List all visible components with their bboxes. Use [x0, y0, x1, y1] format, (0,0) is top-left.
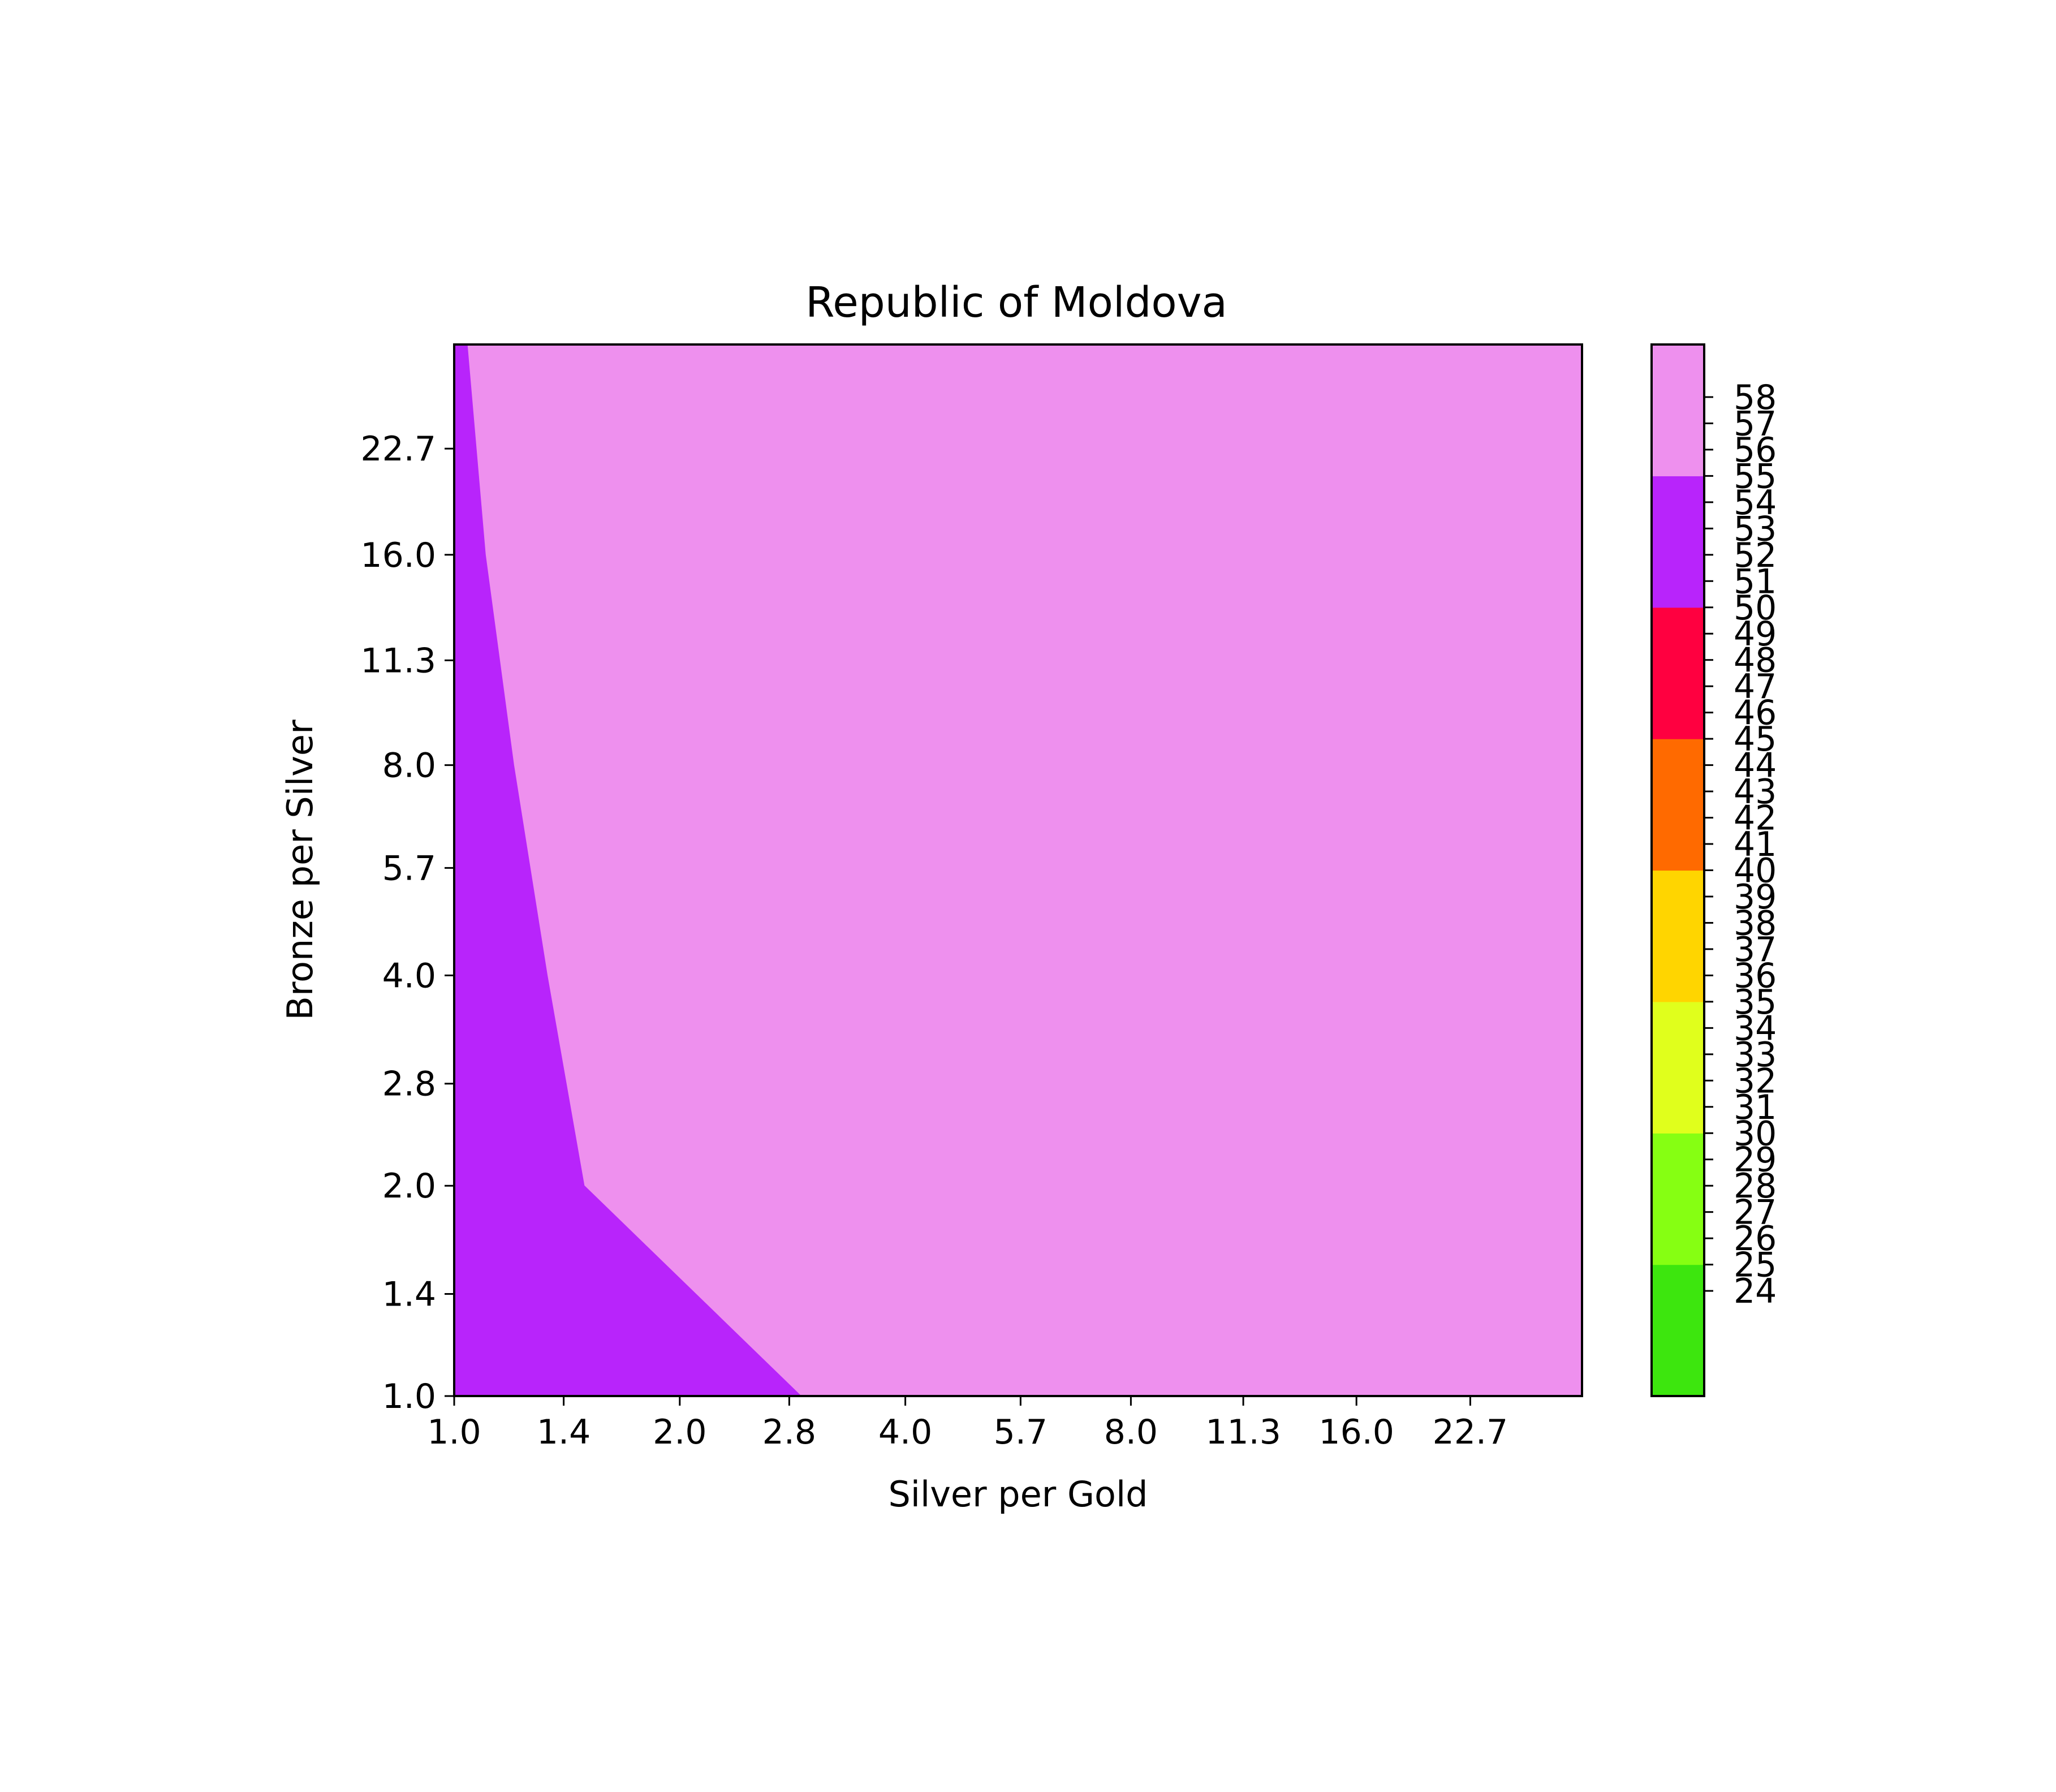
colorbar-band-30-35 — [1652, 1001, 1704, 1134]
colorbar-tick-label: 26 — [1734, 1219, 1777, 1259]
colorbar-band-35-40 — [1652, 870, 1704, 1002]
colorbar-tick-label: 34 — [1734, 1009, 1777, 1048]
contour-region-55-60 — [454, 344, 1582, 1396]
colorbar-tick-label: 55 — [1734, 456, 1777, 496]
x-tick-label: 8.0 — [1104, 1412, 1158, 1452]
plot-regions — [454, 344, 1582, 1397]
colorbar-tick-label: 28 — [1734, 1166, 1777, 1206]
x-tick-label: 2.8 — [762, 1412, 816, 1452]
x-axis: 1.0 1.4 2.0 2.8 4.0 5.7 8.0 11.3 16.0 22.7 — [427, 1396, 1508, 1452]
y-tick-label: 11.3 — [360, 641, 436, 680]
colorbar-band-55-60 — [1652, 344, 1704, 476]
y-tick-label: 1.0 — [382, 1377, 436, 1416]
colorbar: 2425262728293031323334353637383940414243… — [1650, 343, 1777, 1397]
y-tick-label: 8.0 — [382, 746, 436, 786]
y-tick-label: 2.0 — [382, 1166, 436, 1206]
colorbar-tick-label: 24 — [1734, 1272, 1777, 1311]
colorbar-tick-label: 36 — [1734, 956, 1777, 996]
x-tick-label: 2.0 — [653, 1412, 706, 1452]
x-tick-label: 22.7 — [1433, 1412, 1508, 1452]
x-tick-label: 1.4 — [537, 1412, 590, 1452]
colorbar-tick-label: 29 — [1734, 1140, 1777, 1180]
colorbar-band-45-50 — [1652, 607, 1704, 739]
y-tick-label: 4.0 — [382, 956, 436, 996]
x-tick-label: 1.0 — [427, 1412, 481, 1452]
x-tick-label: 11.3 — [1205, 1412, 1281, 1452]
colorbar-band-40-45 — [1652, 739, 1704, 871]
colorbar-tick-label: 43 — [1734, 772, 1777, 812]
colorbar-tick-label: 52 — [1734, 536, 1777, 575]
colorbar-tick-label: 53 — [1734, 509, 1777, 549]
colorbar-tick-label: 56 — [1734, 430, 1777, 470]
colorbar-tick-label: 25 — [1734, 1246, 1777, 1285]
colorbar-tick-label: 27 — [1734, 1193, 1777, 1233]
y-tick-label: 2.8 — [382, 1065, 436, 1104]
colorbar-tick-label: 47 — [1734, 667, 1777, 707]
colorbar-tick-label: 49 — [1734, 614, 1777, 654]
y-tick-label: 16.0 — [360, 536, 436, 575]
colorbar-tick-label: 33 — [1734, 1035, 1777, 1075]
colorbar-tick-label: 42 — [1734, 799, 1777, 838]
x-tick-label: 16.0 — [1318, 1412, 1394, 1452]
colorbar-tick-label: 54 — [1734, 483, 1777, 523]
colorbar-tick-label: 48 — [1734, 641, 1777, 680]
plot-frame — [453, 343, 1583, 1397]
colorbar-tick-label: 45 — [1734, 720, 1777, 759]
colorbar-band-25-30 — [1652, 1133, 1704, 1265]
colorbar-tick-label: 46 — [1734, 693, 1777, 733]
chart-title: Republic of Moldova — [805, 278, 1227, 327]
colorbar-tick-label: 58 — [1734, 378, 1777, 417]
y-axis-label: Bronze per Silver — [279, 720, 321, 1020]
colorbar-tick-label: 50 — [1734, 588, 1777, 628]
y-axis: 1.0 1.4 2.0 2.8 4.0 5.7 8.0 11.3 16.0 22.7 — [360, 429, 454, 1416]
y-tick-label: 22.7 — [360, 429, 436, 469]
colorbar-band-20-25 — [1652, 1264, 1704, 1397]
colorbar-tick-label: 51 — [1734, 562, 1777, 601]
colorbar-tick-label: 32 — [1734, 1061, 1777, 1101]
colorbar-tick-label: 38 — [1734, 903, 1777, 943]
colorbar-tick-label: 41 — [1734, 825, 1777, 864]
colorbar-tick-label: 44 — [1734, 746, 1777, 786]
y-tick-label: 5.7 — [382, 848, 436, 888]
colorbar-tick-label: 37 — [1734, 930, 1777, 970]
colorbar-tick-label: 39 — [1734, 877, 1777, 917]
colorbar-tick-label: 35 — [1734, 983, 1777, 1022]
colorbar-band-50-55 — [1652, 476, 1704, 608]
colorbar-tick-label: 30 — [1734, 1114, 1777, 1153]
colorbar-tick-label: 57 — [1734, 404, 1777, 443]
x-axis-label: Silver per Gold — [888, 1474, 1148, 1515]
x-tick-label: 5.7 — [994, 1412, 1048, 1452]
colorbar-tick-label: 40 — [1734, 851, 1777, 891]
y-tick-label: 1.4 — [382, 1275, 436, 1315]
colorbar-tick-label: 31 — [1734, 1088, 1777, 1127]
x-tick-label: 4.0 — [878, 1412, 932, 1452]
